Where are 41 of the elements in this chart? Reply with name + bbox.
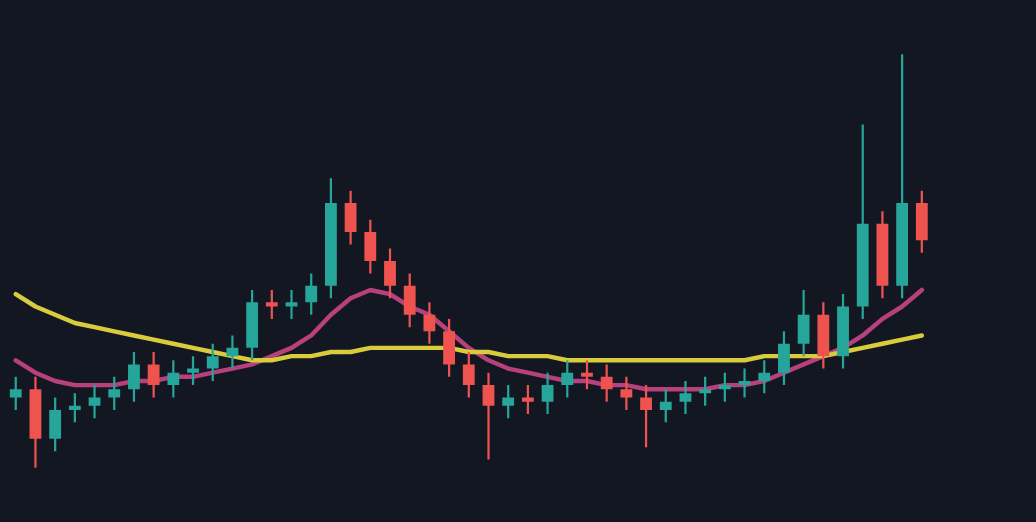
candlestick	[265, 288, 278, 321]
candlestick	[502, 383, 515, 420]
candlestick	[187, 355, 199, 387]
candlestick	[128, 350, 140, 403]
candlestick	[561, 359, 574, 399]
candlestick	[9, 375, 22, 412]
candlestick	[344, 189, 357, 246]
candlestick	[581, 359, 593, 391]
candlestick	[679, 379, 692, 416]
candlestick	[443, 317, 455, 378]
candlestick	[778, 330, 790, 387]
candlestick	[285, 288, 298, 321]
candlestick	[364, 218, 377, 275]
candlestick	[206, 342, 219, 383]
candlestick	[817, 301, 830, 370]
candlestick	[246, 288, 259, 362]
candlestick	[167, 359, 180, 399]
candlestick	[541, 371, 554, 416]
candlestick	[305, 272, 318, 316]
candlestick	[49, 396, 62, 453]
candlestick	[384, 247, 396, 300]
candlestick	[108, 375, 121, 412]
candlestick	[88, 383, 101, 420]
candlestick	[659, 388, 672, 424]
candlestick	[403, 272, 416, 329]
candlestick	[699, 375, 712, 407]
candlestick	[423, 301, 436, 345]
candlestick	[738, 367, 751, 399]
candlestick	[482, 371, 495, 461]
candlestick	[462, 350, 475, 399]
candlestick	[640, 383, 652, 449]
candlestick	[758, 359, 771, 395]
candlestick	[600, 363, 613, 403]
candlestick	[147, 350, 160, 399]
candlestick	[797, 288, 810, 358]
candlestick	[915, 189, 928, 254]
candlestick	[718, 371, 731, 403]
candlestick	[226, 334, 239, 370]
candlestick	[521, 383, 534, 416]
candlestick	[68, 392, 81, 424]
candlestick	[620, 375, 633, 412]
